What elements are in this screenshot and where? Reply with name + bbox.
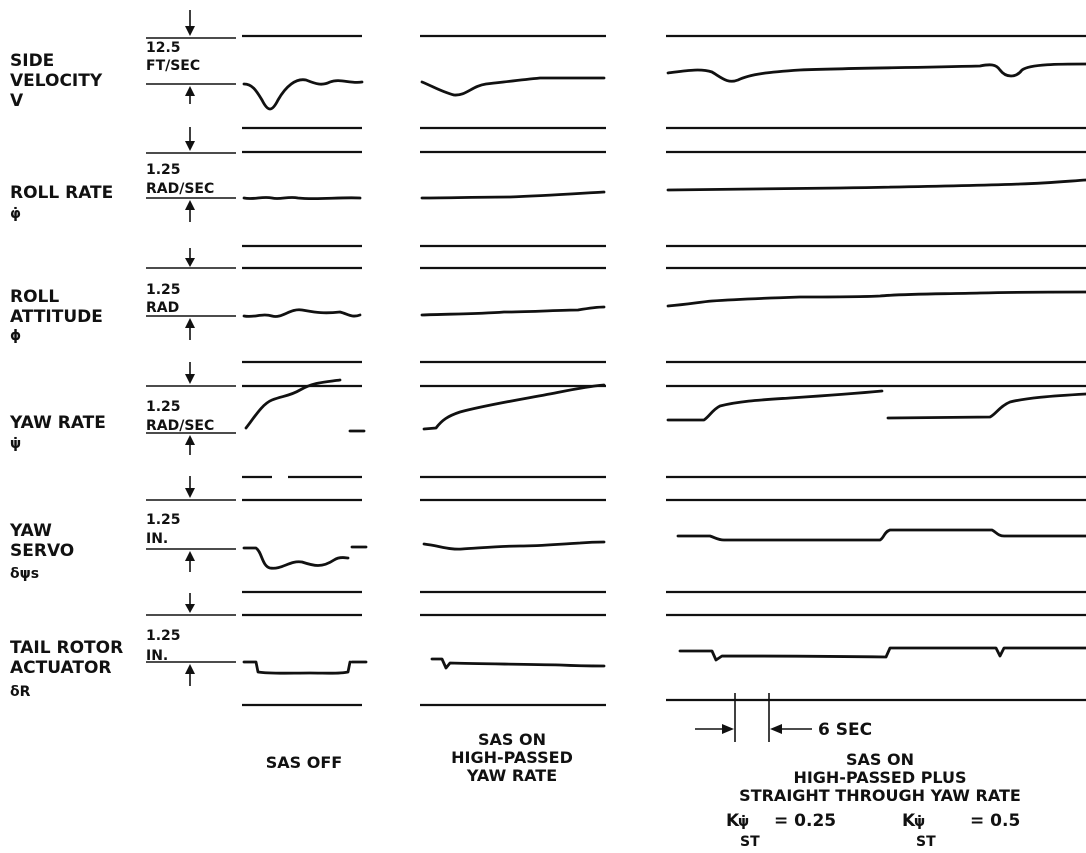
svg-text:SIDE: SIDE — [10, 51, 54, 71]
channel-label-side-velocity: SIDE VELOCITY V — [10, 51, 103, 111]
svg-text:ψ̇: ψ̇ — [10, 436, 21, 452]
svg-text:SAS ON: SAS ON — [846, 750, 914, 769]
svg-text:RAD/SEC: RAD/SEC — [146, 418, 214, 434]
trace-yaw-servo-sas-on-hp — [422, 540, 606, 551]
svg-text:δR: δR — [10, 684, 31, 700]
svg-text:6 SEC: 6 SEC — [818, 720, 872, 740]
trace-yaw-rate-sas-off — [244, 378, 342, 430]
column-sas-off — [242, 34, 368, 707]
svg-text:ST: ST — [916, 834, 936, 850]
svg-text:ψ̇: ψ̇ — [914, 814, 925, 830]
trace-tail-rotor-sas-on-hp — [430, 657, 606, 670]
gain-label-05: K ψ̇ ST = 0.5 — [902, 811, 1020, 850]
svg-text:YAW RATE: YAW RATE — [9, 413, 106, 433]
trace-tail-rotor-sas-on-hpst — [678, 646, 1086, 662]
svg-text:ATTITUDE: ATTITUDE — [10, 307, 103, 327]
trace-roll-rate-sas-on-hp — [420, 190, 606, 200]
channel-label-roll-attitude: ROLL ATTITUDE ϕ — [10, 287, 103, 344]
column-sas-on-high-passed — [420, 34, 606, 707]
trace-yaw-servo-sas-off — [242, 546, 350, 570]
svg-text:K: K — [726, 811, 740, 831]
time-scale-marker: 6 SEC — [695, 693, 872, 742]
svg-text:ACTUATOR: ACTUATOR — [10, 658, 112, 678]
svg-text:STRAIGHT THROUGH YAW RATE: STRAIGHT THROUGH YAW RATE — [739, 786, 1021, 805]
trace-tail-rotor-sas-off — [242, 660, 352, 675]
svg-text:ST: ST — [740, 834, 760, 850]
svg-text:1.25: 1.25 — [146, 628, 181, 644]
column-sas-on-hp-plus-straight-through: 6 SEC — [666, 34, 1086, 742]
svg-text:HIGH-PASSED PLUS: HIGH-PASSED PLUS — [793, 768, 966, 787]
svg-text:= 0.25: = 0.25 — [774, 811, 836, 831]
svg-text:SAS OFF: SAS OFF — [266, 753, 342, 772]
trace-side-velocity-sas-on-hpst — [666, 62, 1086, 83]
svg-text:= 0.5: = 0.5 — [970, 811, 1020, 831]
svg-text:YAW: YAW — [9, 521, 52, 541]
svg-text:V: V — [10, 91, 24, 111]
caption-sas-on-hp-plus-straight-through: SAS ON HIGH-PASSED PLUS STRAIGHT THROUGH… — [739, 750, 1021, 805]
svg-text:TAIL ROTOR: TAIL ROTOR — [10, 638, 123, 658]
svg-text:1.25: 1.25 — [146, 399, 181, 415]
svg-text:FT/SEC: FT/SEC — [146, 58, 200, 74]
trace-roll-attitude-sas-off — [242, 308, 362, 318]
svg-text:IN.: IN. — [146, 531, 168, 547]
trace-roll-attitude-sas-on-hpst — [666, 290, 1086, 308]
svg-text:YAW RATE: YAW RATE — [466, 766, 557, 785]
trace-yaw-rate-sas-on-hp — [422, 383, 606, 431]
svg-text:12.5: 12.5 — [146, 40, 181, 56]
svg-text:δψs: δψs — [10, 566, 39, 582]
scale-labels: 12.5 FT/SEC 1.25 RAD/SEC 1.25 RAD 1.25 R… — [146, 40, 214, 664]
trace-roll-rate-sas-off — [242, 196, 362, 201]
trace-yaw-rate-sas-on-hpst-a — [666, 389, 884, 422]
svg-text:K: K — [902, 811, 916, 831]
channel-label-roll-rate: ROLL RATE φ̇ — [10, 183, 113, 222]
caption-sas-off: SAS OFF — [266, 753, 342, 772]
svg-text:HIGH-PASSED: HIGH-PASSED — [451, 748, 573, 767]
svg-text:1.25: 1.25 — [146, 282, 181, 298]
svg-text:ROLL RATE: ROLL RATE — [10, 183, 113, 203]
trace-side-velocity-sas-on-hp — [420, 76, 606, 97]
svg-text:ROLL: ROLL — [10, 287, 59, 307]
trace-side-velocity-sas-off — [242, 78, 364, 111]
svg-text:IN.: IN. — [146, 648, 168, 664]
svg-text:RAD: RAD — [146, 300, 179, 316]
svg-text:φ̇: φ̇ — [10, 206, 21, 222]
svg-text:ψ̇: ψ̇ — [738, 814, 749, 830]
channel-label-yaw-rate: YAW RATE ψ̇ — [9, 413, 106, 452]
channel-label-yaw-servo: YAW SERVO δψs — [9, 521, 74, 582]
trace-yaw-rate-sas-on-hpst-b — [886, 392, 1086, 420]
svg-text:RAD/SEC: RAD/SEC — [146, 181, 214, 197]
scale-brackets — [146, 10, 236, 686]
caption-sas-on-high-passed: SAS ON HIGH-PASSED YAW RATE — [451, 730, 573, 785]
svg-text:1.25: 1.25 — [146, 512, 181, 528]
svg-text:VELOCITY: VELOCITY — [10, 71, 103, 91]
svg-text:SAS ON: SAS ON — [478, 730, 546, 749]
trace-roll-attitude-sas-on-hp — [420, 305, 606, 317]
gain-label-025: K ψ̇ ST = 0.25 — [726, 811, 836, 850]
channel-label-tail-rotor-actuator: TAIL ROTOR ACTUATOR δR — [10, 638, 123, 700]
svg-text:1.25: 1.25 — [146, 162, 181, 178]
trace-roll-rate-sas-on-hpst — [666, 178, 1086, 192]
svg-text:ϕ: ϕ — [10, 328, 21, 344]
svg-text:SERVO: SERVO — [10, 541, 74, 561]
trace-yaw-servo-sas-on-hpst — [676, 528, 1086, 542]
